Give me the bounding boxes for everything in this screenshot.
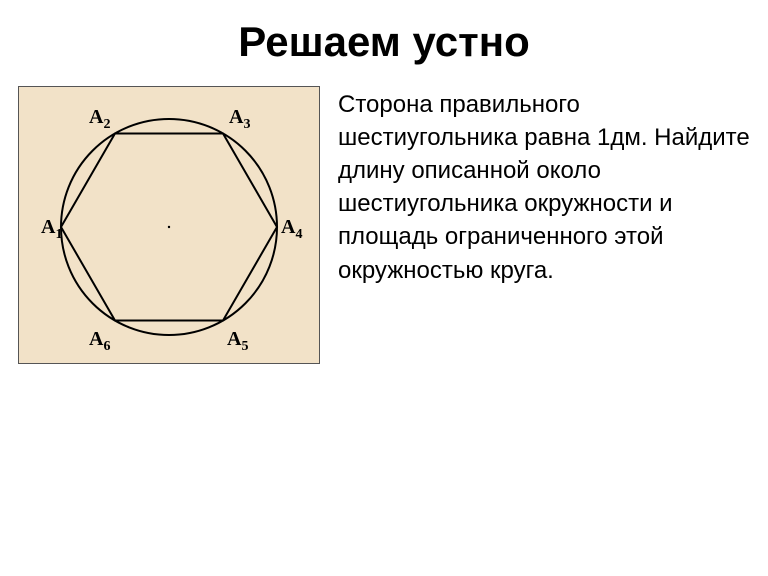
vertex-label-a2: A2 [89,106,110,132]
hexagon-in-circle-figure: A1 A2 A3 A4 A5 A6 [18,86,320,364]
vertex-label-a6: A6 [89,328,110,354]
problem-text: Сторона правильного шестиугольника равна… [338,86,750,287]
page-title: Решаем устно [0,0,768,66]
content-row: A1 A2 A3 A4 A5 A6 Сторона правильного шестиуг… [0,66,768,364]
hexagon-svg: A1 A2 A3 A4 A5 A6 [19,87,319,363]
vertex-label-a1: A1 [41,216,62,242]
vertex-label-a5: A5 [227,328,248,354]
vertex-label-a3: A3 [229,106,250,132]
vertex-label-a4: A4 [281,216,302,242]
center-dot [168,226,170,228]
slide: Решаем устно A1 A2 A3 A4 A5 A6 Сторона правил… [0,0,768,576]
